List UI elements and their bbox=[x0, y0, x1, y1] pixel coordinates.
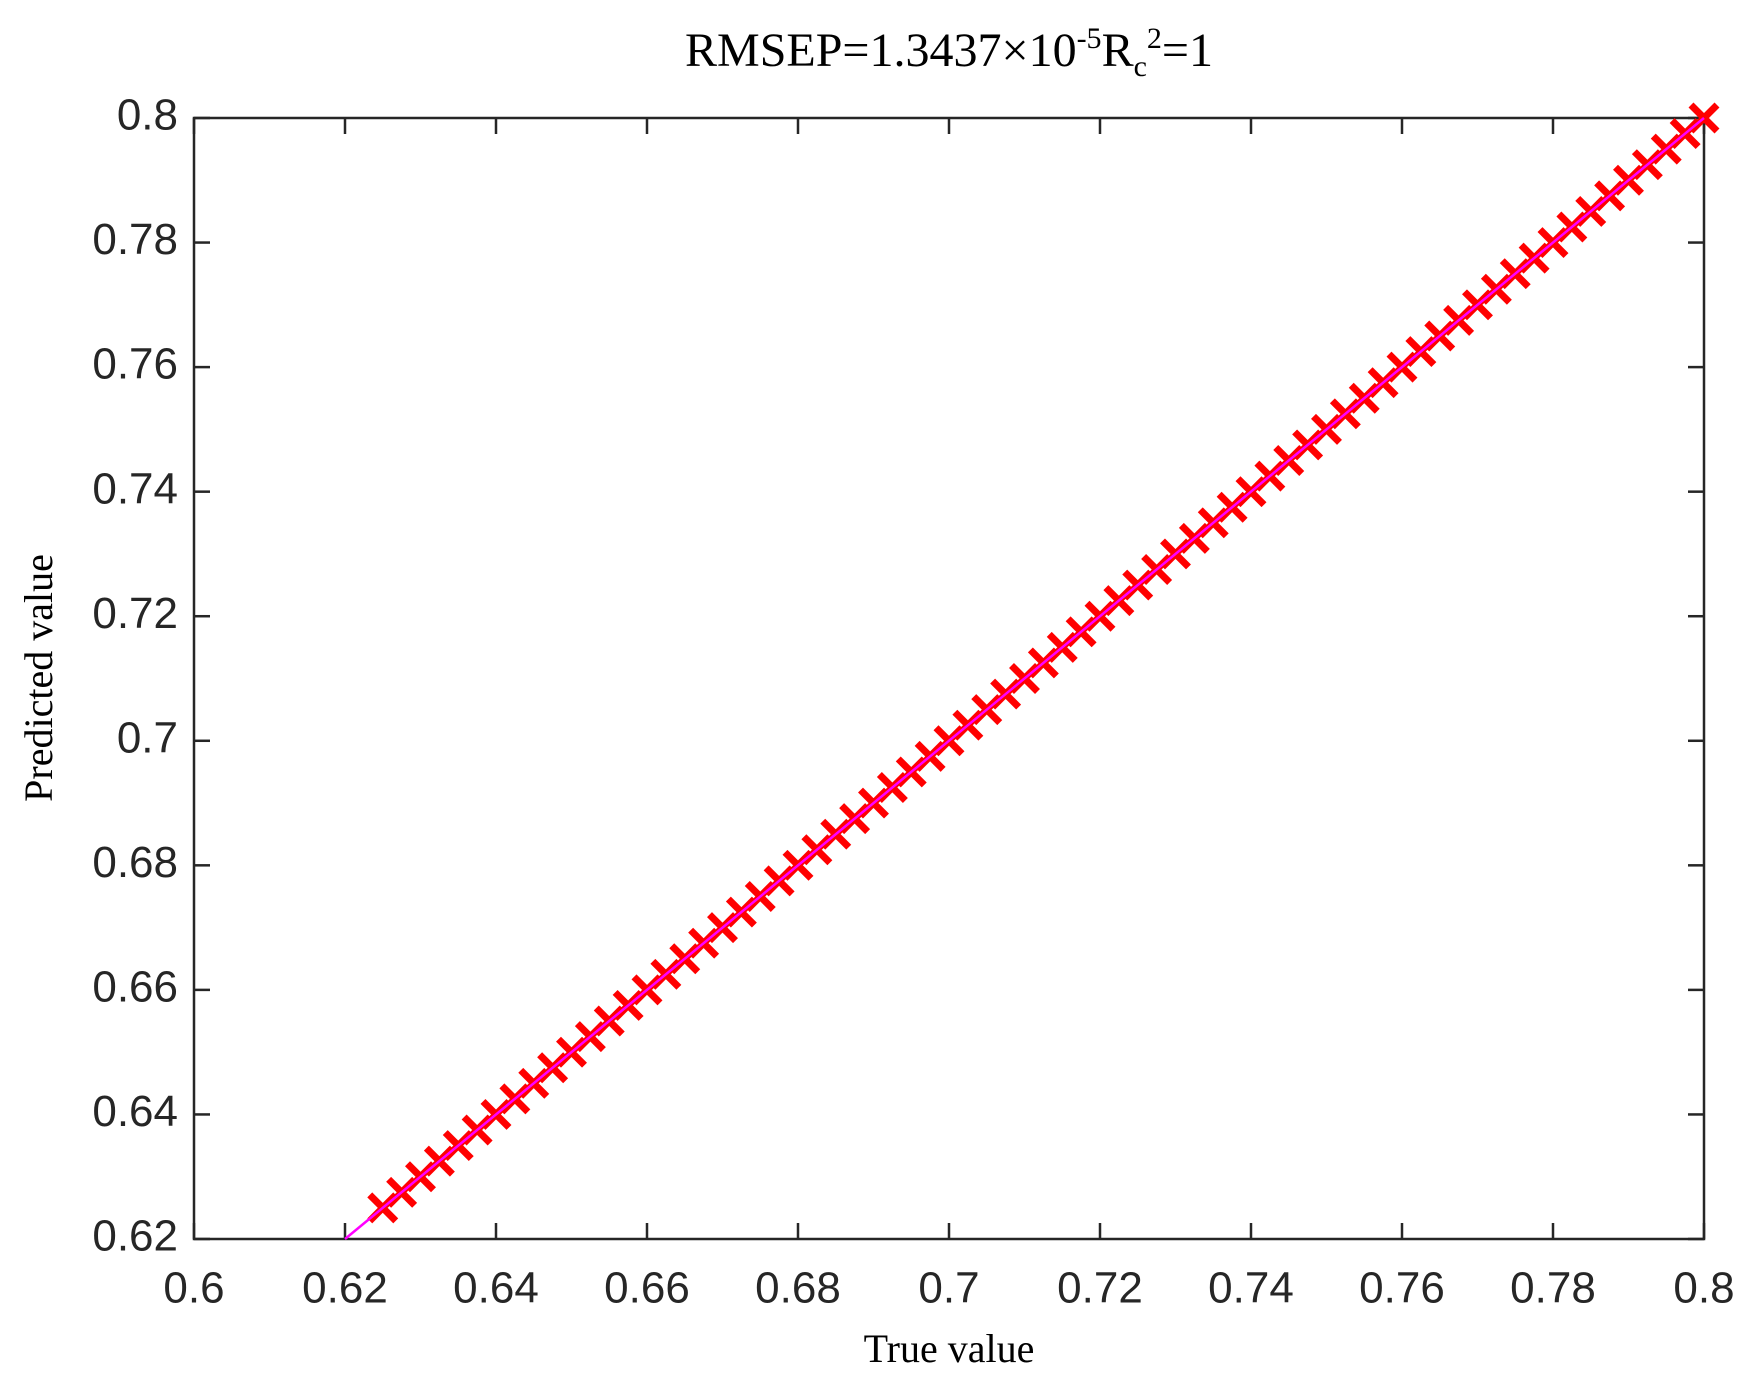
x-axis-label: True value bbox=[864, 1326, 1035, 1371]
y-tick-label: 0.74 bbox=[92, 464, 178, 513]
title-run: =1 bbox=[1162, 24, 1213, 77]
title-run: c bbox=[1134, 50, 1147, 83]
x-tick-label: 0.72 bbox=[1057, 1264, 1143, 1313]
y-tick-label: 0.62 bbox=[92, 1212, 178, 1261]
y-tick-label: 0.78 bbox=[92, 215, 178, 264]
x-tick-label: 0.6 bbox=[163, 1264, 224, 1313]
fit-line bbox=[344, 117, 1705, 1240]
y-tick-label: 0.76 bbox=[92, 340, 178, 389]
title-run: R bbox=[1102, 24, 1134, 77]
x-tick-label: 0.62 bbox=[302, 1264, 388, 1313]
x-tick-label: 0.78 bbox=[1510, 1264, 1596, 1313]
y-axis-label: Predicted value bbox=[16, 554, 61, 802]
x-tick-label: 0.66 bbox=[604, 1264, 690, 1313]
title-run: RMSEP=1.3437×10 bbox=[685, 24, 1077, 77]
y-tick-label: 0.7 bbox=[117, 713, 178, 762]
x-tick-label: 0.7 bbox=[918, 1264, 979, 1313]
x-tick-label: 0.64 bbox=[453, 1264, 539, 1313]
y-tick-label: 0.64 bbox=[92, 1087, 178, 1136]
chart-title: RMSEP=1.3437×10-5Rc2=1 bbox=[685, 22, 1213, 83]
x-tick-label: 0.76 bbox=[1359, 1264, 1445, 1313]
x-tick-label: 0.8 bbox=[1673, 1264, 1734, 1313]
x-tick-label: 0.74 bbox=[1208, 1264, 1294, 1313]
y-tick-label: 0.68 bbox=[92, 838, 178, 887]
y-tick-label: 0.66 bbox=[92, 963, 178, 1012]
title-run: -5 bbox=[1077, 22, 1102, 55]
title-run: 2 bbox=[1147, 22, 1162, 55]
y-tick-label: 0.72 bbox=[92, 589, 178, 638]
y-tick-label: 0.8 bbox=[117, 91, 178, 140]
x-tick-label: 0.68 bbox=[755, 1264, 841, 1313]
